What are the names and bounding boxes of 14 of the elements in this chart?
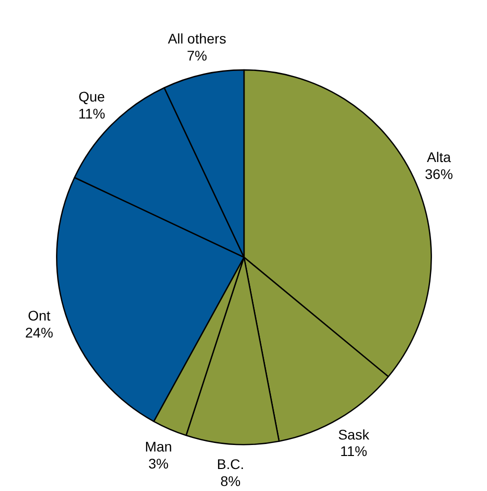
slice-label: Que xyxy=(78,88,106,104)
data-label: 7% xyxy=(186,47,208,64)
slice-label: Alta xyxy=(426,149,452,166)
data-label: 8% xyxy=(220,472,241,489)
slice-label: Man xyxy=(144,438,172,455)
slice-label: Sask xyxy=(338,426,370,442)
slice-label: All others xyxy=(168,30,226,46)
data-label: 11% xyxy=(78,105,106,122)
data-label: 11% xyxy=(340,443,368,460)
data-label: 3% xyxy=(148,455,169,472)
data-label: 24% xyxy=(25,324,54,340)
data-label: 36% xyxy=(424,166,453,182)
slice-label: B.C. xyxy=(216,456,244,472)
slice-label: Ont xyxy=(28,307,51,324)
